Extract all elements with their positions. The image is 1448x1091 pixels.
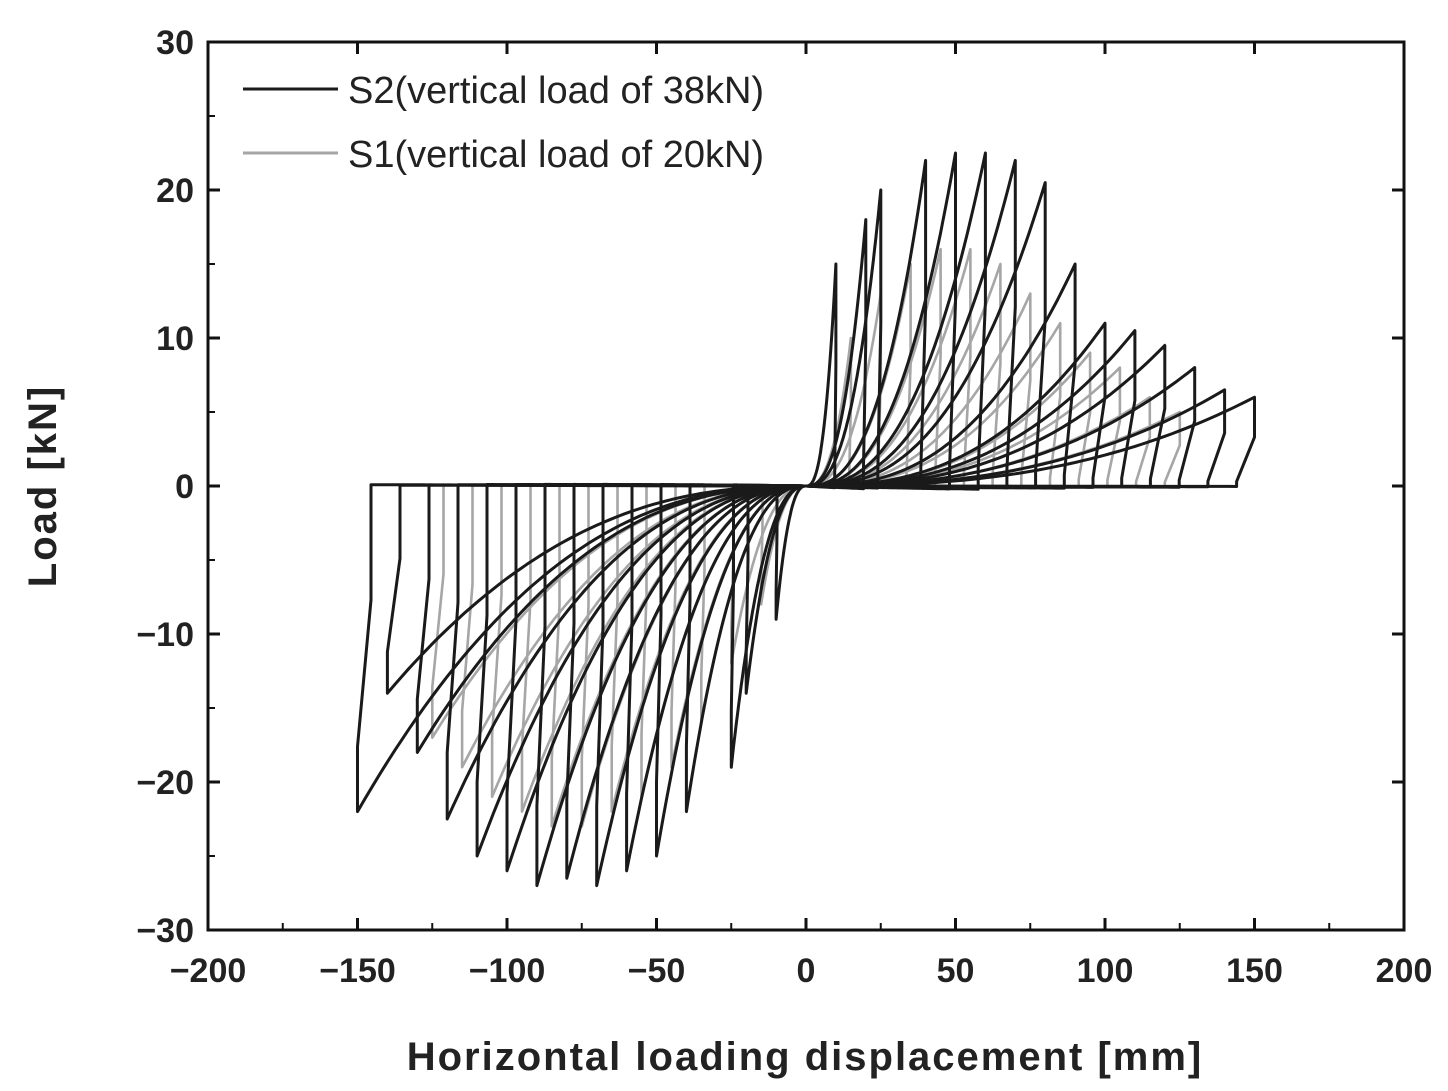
x-tick-label: 200 — [1376, 952, 1433, 990]
y-tick-label: 30 — [156, 24, 194, 62]
y-tick-label: 10 — [156, 320, 194, 358]
x-tick-label: −150 — [319, 952, 396, 990]
x-tick-label: 0 — [797, 952, 816, 990]
x-tick-label: −200 — [170, 952, 247, 990]
x-tick-label: 100 — [1077, 952, 1134, 990]
y-tick-label: −30 — [136, 912, 194, 950]
y-tick-label: 20 — [156, 172, 194, 210]
x-tick-label: 150 — [1226, 952, 1283, 990]
x-tick-label: 50 — [937, 952, 975, 990]
series-s2-loop — [356, 395, 1256, 814]
y-axis-title: Load [kN] — [21, 385, 65, 587]
x-tick-label: −100 — [469, 952, 546, 990]
y-tick-label: −20 — [136, 764, 194, 802]
legend-label-s2: S2(vertical load of 38kN) — [348, 70, 764, 112]
legend-label-s1: S1(vertical load of 20kN) — [348, 134, 764, 176]
y-tick-label: −10 — [136, 616, 194, 654]
y-tick-label: 0 — [175, 468, 194, 506]
legend: S2(vertical load of 38kN) S1(vertical lo… — [243, 70, 764, 176]
plot-frame — [206, 40, 1406, 932]
x-tick-label: −50 — [628, 952, 686, 990]
x-axis-title: Horizontal loading displacement [mm] — [407, 1035, 1204, 1079]
